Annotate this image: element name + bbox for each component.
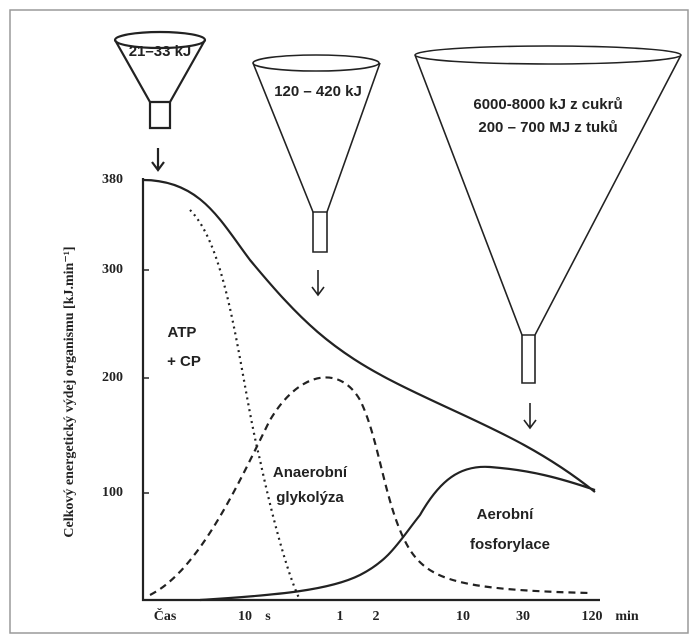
funnel-label: 120 – 420 kJ: [274, 83, 362, 100]
total-curve: [142, 178, 596, 493]
anaerobic-curve: [149, 376, 591, 596]
frame: [9, 9, 689, 634]
x-tick-label: 1: [337, 609, 344, 624]
funnel-label: 21–33 kJ: [129, 43, 192, 60]
y-tick-label: 200: [102, 370, 123, 385]
region-label: ATP: [168, 324, 197, 341]
x-tick-label: 10: [238, 609, 252, 624]
funnel-small: [113, 30, 207, 172]
y-tick-label: 300: [102, 262, 123, 277]
y-tick-label: 100: [102, 485, 123, 500]
funnel-large: [414, 45, 682, 430]
region-label: Anaerobní: [273, 464, 348, 481]
y-tick-marks: [143, 269, 149, 494]
region-label: glykolýza: [276, 489, 344, 506]
y-tick-label: 380: [102, 172, 123, 187]
region-label: Aerobní: [477, 506, 535, 523]
funnel-medium: [252, 54, 381, 297]
region-label: + CP: [167, 353, 201, 370]
x-tick-label: 120: [582, 609, 603, 624]
x-tick-label: min: [615, 609, 639, 624]
axes: [141, 178, 600, 602]
aerobic-curve: [199, 465, 596, 602]
x-tick-label: s: [265, 609, 271, 624]
funnel-label: 200 – 700 MJ z tuků: [478, 119, 617, 136]
x-tick-label: 10: [456, 609, 470, 624]
x-tick-label: Čas: [154, 607, 177, 624]
y-axis-title: Celkový energetický výdej organismu [kJ.…: [62, 246, 77, 537]
funnel-label: 6000-8000 kJ z cukrů: [473, 96, 622, 113]
x-tick-label: 2: [373, 609, 380, 624]
region-label: fosforylace: [470, 536, 550, 553]
x-tick-label: 30: [516, 609, 530, 624]
